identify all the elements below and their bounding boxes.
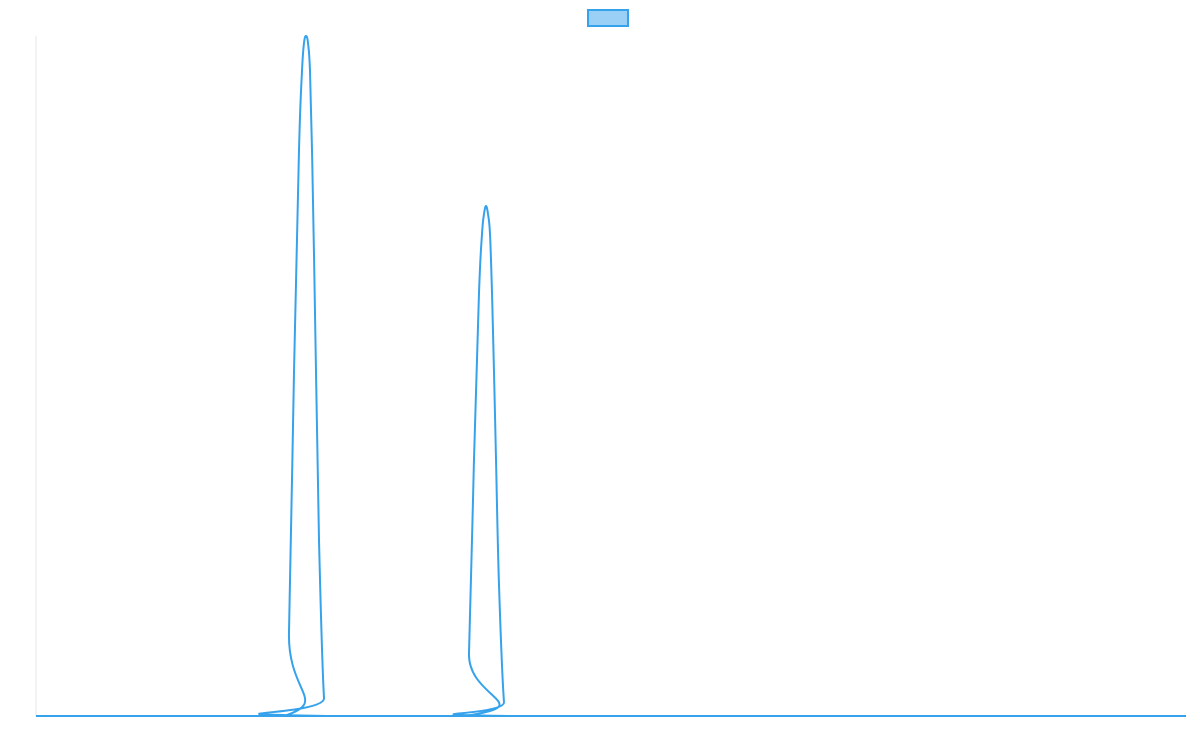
legend-swatch-1[interactable]: [587, 9, 629, 27]
legend[interactable]: [587, 9, 629, 27]
series-line-1: [36, 35, 1186, 718]
series-layer: [36, 35, 1186, 718]
axes: [35, 36, 1186, 717]
series-line-2: [36, 205, 1186, 718]
